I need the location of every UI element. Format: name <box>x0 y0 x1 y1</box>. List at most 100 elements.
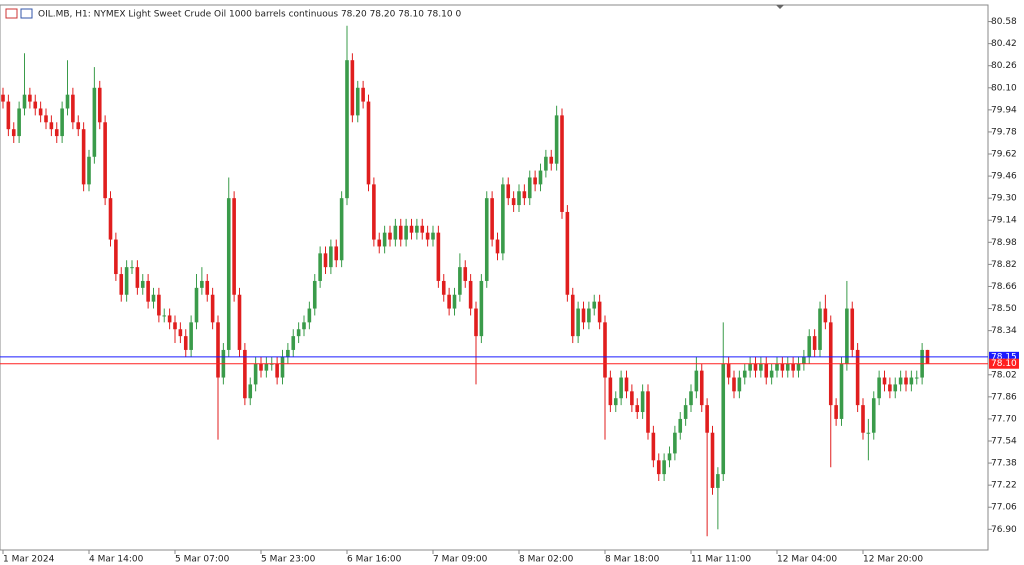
price-tag-label: 78.15 <box>991 352 1017 362</box>
candle-body <box>334 246 339 261</box>
candle-body <box>452 294 457 309</box>
candle-body <box>404 225 408 240</box>
candle-body <box>495 239 500 254</box>
icon <box>20 8 33 19</box>
candle-body <box>748 363 752 371</box>
x-tick-label: 8 Mar 02:00 <box>519 555 574 565</box>
candle-body <box>425 232 430 240</box>
candle-body <box>603 322 607 378</box>
candle-body <box>307 308 312 323</box>
candle-body <box>888 384 892 392</box>
y-tick-label: 78.66 <box>991 282 1017 292</box>
candle-body <box>597 301 602 323</box>
candle-body <box>764 363 769 378</box>
candle-body <box>699 370 704 406</box>
candle-body <box>646 391 650 433</box>
candle-body <box>65 94 70 109</box>
x-tick-label: 11 Mar 11:00 <box>691 555 751 565</box>
candle-body <box>651 432 656 461</box>
candle-body <box>839 363 844 419</box>
x-tick-label: 6 Mar 16:00 <box>347 555 402 565</box>
y-tick-label: 78.98 <box>991 238 1017 248</box>
candle-body <box>769 370 774 378</box>
candle-body <box>291 336 296 350</box>
candle-body <box>44 115 48 123</box>
candle-body <box>296 329 301 337</box>
candle-body <box>124 267 129 295</box>
candle-body <box>103 122 107 199</box>
candle-body <box>807 336 812 357</box>
icon <box>5 8 18 19</box>
candle-body <box>624 377 629 392</box>
candle-body <box>17 108 21 137</box>
price-tag-label: 78.10 <box>991 359 1017 369</box>
candle-body <box>501 184 505 254</box>
candle-body <box>490 198 494 240</box>
candle-body <box>329 246 333 268</box>
candle-body <box>28 94 32 102</box>
candle-body <box>570 294 575 337</box>
candle-body <box>420 225 425 233</box>
candle-body <box>694 370 699 392</box>
candle-body <box>855 349 860 406</box>
candle-body <box>861 405 865 433</box>
candle-body <box>345 60 349 199</box>
candle-body <box>458 267 462 295</box>
y-tick-label: 77.22 <box>991 481 1017 491</box>
candle-body <box>882 377 887 385</box>
candle-body <box>587 308 591 323</box>
candle-body <box>549 156 554 164</box>
candle-body <box>565 211 570 295</box>
candle-body <box>372 184 376 240</box>
candle-body <box>710 432 715 488</box>
candle-body <box>415 225 419 233</box>
candle-body <box>398 225 403 240</box>
plot-frame <box>0 4 989 551</box>
candle-body <box>162 315 167 317</box>
candle-body <box>194 287 199 323</box>
x-tick-label: 4 Mar 14:00 <box>89 555 144 565</box>
candle-body <box>630 391 634 406</box>
y-tick-label: 80.10 <box>991 83 1017 93</box>
candle-body <box>914 377 919 379</box>
candle-body <box>253 363 258 385</box>
candle-body <box>216 322 220 378</box>
candle-body <box>167 315 172 323</box>
candle-body <box>667 453 672 461</box>
candle-body <box>232 198 236 295</box>
candle-body <box>533 177 537 185</box>
candle-body <box>248 384 253 399</box>
x-tick-label: 1 Mar 2024 <box>3 555 55 565</box>
candle-body <box>366 101 371 185</box>
candle-body <box>119 274 124 295</box>
candle-body <box>742 370 747 378</box>
candle-body <box>312 280 317 309</box>
candle-body <box>823 308 828 323</box>
candle-body <box>210 294 215 323</box>
candle-body <box>737 377 742 392</box>
candle-body <box>775 363 779 371</box>
candle-body <box>60 108 64 137</box>
candle-body <box>619 377 623 399</box>
y-tick-label: 78.82 <box>991 260 1017 270</box>
candle-body <box>135 267 140 288</box>
candle-body <box>92 87 97 157</box>
y-tick-label: 77.38 <box>991 459 1017 469</box>
chart-title: OIL.MB, H1: NYMEX Light Sweet Crude Oil … <box>38 10 461 20</box>
candle-body <box>726 363 731 378</box>
y-tick-label: 80.26 <box>991 61 1017 71</box>
candle-body <box>845 308 849 364</box>
candle-body <box>22 94 27 109</box>
candle-body <box>716 474 720 488</box>
candle-body <box>189 322 193 350</box>
candle-body <box>323 253 328 268</box>
y-tick-label: 80.58 <box>991 17 1017 27</box>
candle-body <box>732 377 736 392</box>
candle-body <box>753 363 758 371</box>
y-tick-label: 79.46 <box>991 172 1017 182</box>
y-tick-label: 79.78 <box>991 127 1017 137</box>
y-tick-label: 77.54 <box>991 437 1017 447</box>
candle-body <box>678 418 683 433</box>
x-tick-label: 12 Mar 04:00 <box>777 555 837 565</box>
